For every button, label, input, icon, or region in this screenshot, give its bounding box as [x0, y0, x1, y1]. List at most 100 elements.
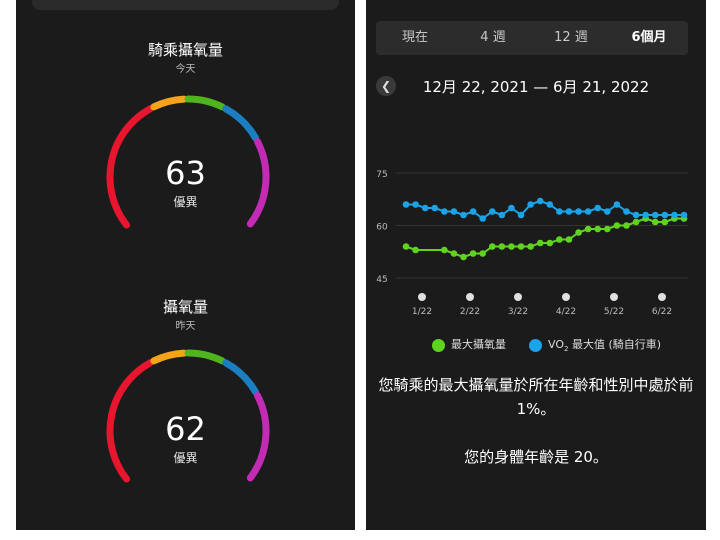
series-line [406, 199, 684, 220]
x-tick-label: 5/22 [604, 307, 624, 317]
data-point [536, 239, 544, 247]
data-point [604, 208, 611, 215]
x-tick-dot [658, 293, 666, 301]
top-card-edge [32, 0, 339, 10]
data-point [431, 204, 439, 212]
data-point [661, 218, 669, 226]
x-tick-dot [610, 293, 618, 301]
data-point [421, 204, 429, 212]
data-point [651, 218, 659, 226]
gauge-segment [106, 359, 154, 483]
tab-6-months[interactable]: 6個月 [631, 30, 667, 45]
data-point [441, 208, 448, 215]
data-point [575, 208, 582, 215]
x-tick-label: 4/22 [556, 307, 576, 317]
chevron-left-icon: ❮ [380, 79, 392, 93]
data-point [460, 211, 467, 219]
green-dot-icon [432, 338, 445, 352]
data-point [412, 246, 419, 254]
data-point [604, 225, 611, 233]
data-point [488, 243, 496, 250]
x-tick-dot [466, 293, 474, 301]
gauge-segment [150, 95, 188, 111]
vo2-history-panel: 現在 4 週 12 週 6個月 ❮ 12月 22, 2021 — 6月 21, … [366, 0, 706, 530]
data-point [527, 201, 534, 208]
percentile-message: 您騎乘的最大攝氧量於所在年齡和性別中處於前 1%。 [378, 376, 694, 418]
data-point [546, 201, 554, 208]
data-point [450, 250, 458, 257]
data-point [517, 243, 525, 250]
data-point [584, 208, 592, 215]
data-point [651, 211, 659, 219]
data-point [469, 250, 477, 257]
gauge-subtitle: 昨天 [175, 321, 196, 332]
gauge-subtitle: 今天 [175, 64, 196, 75]
data-point [613, 201, 621, 208]
data-point [479, 215, 486, 222]
vo2-gauge [106, 349, 270, 483]
data-point [536, 197, 544, 205]
gauge-title: 騎乘攝氧量 [147, 41, 223, 59]
legend-label-rest: 最大值 (騎自行車) [568, 338, 662, 351]
data-point [623, 222, 630, 229]
gauge-segment [106, 105, 154, 229]
data-point [498, 243, 506, 250]
gauge-segment [184, 95, 226, 111]
x-tick-dot [562, 293, 570, 301]
vo2-gauge [106, 95, 270, 229]
y-tick-label: 45 [376, 275, 387, 285]
gauge-segment [246, 392, 270, 482]
data-point [632, 218, 640, 226]
data-point [594, 204, 602, 212]
data-point [575, 229, 582, 236]
legend-label-subscript: 2 [564, 345, 569, 354]
date-range: 12月 22, 2021 — 6月 21, 2022 [422, 78, 650, 96]
legend-item: VO2 最大值 (騎自行車) [529, 336, 661, 353]
data-point [508, 243, 515, 250]
gauge-value: 63 [165, 154, 206, 192]
tab-12-weeks[interactable]: 12 週 [554, 30, 588, 45]
vo2-history-chart: 45 60 75 1/22 2/22 3/22 4/22 5/22 6/22 [376, 170, 688, 317]
data-point [402, 201, 410, 208]
data-point [565, 236, 573, 243]
series-line [405, 217, 684, 259]
data-point [613, 222, 621, 229]
legend-item: 最大攝氧量 [432, 336, 506, 352]
gauge-rating: 優異 [173, 451, 198, 465]
gauge-segment [222, 105, 260, 142]
data-point [508, 204, 515, 212]
tab-4-weeks[interactable]: 4 週 [480, 30, 506, 45]
data-point [527, 243, 534, 250]
data-point [441, 246, 448, 254]
data-point [460, 253, 467, 261]
data-point [671, 211, 678, 219]
x-tick-label: 6/22 [652, 307, 672, 317]
gauge-title: 攝氧量 [162, 298, 208, 316]
y-tick-label: 60 [376, 223, 388, 233]
previous-period-button[interactable]: ❮ [376, 76, 396, 96]
legend-label-vo: VO [548, 338, 564, 351]
data-point [479, 250, 486, 257]
gauge-rating: 優異 [173, 195, 198, 209]
data-point [488, 208, 496, 215]
blue-dot-icon [529, 338, 542, 352]
data-point [632, 211, 640, 219]
data-point [402, 243, 410, 250]
period-tabs: 現在 4 週 12 週 6個月 [376, 21, 688, 55]
fitness-age-message: 您的身體年齡是 20。 [464, 448, 608, 466]
data-point [584, 225, 592, 233]
legend-label: 最大攝氧量 [451, 338, 506, 351]
gauge-segment [184, 349, 226, 365]
x-tick-dot [514, 293, 522, 301]
y-tick-label: 75 [376, 170, 387, 180]
gauge-value: 62 [165, 410, 206, 448]
x-tick-label: 1/22 [412, 307, 432, 317]
gauge-segment [246, 138, 270, 228]
data-point [556, 208, 563, 215]
data-point [661, 211, 669, 219]
data-point [412, 201, 419, 208]
data-point [469, 208, 477, 215]
gauge-segment [222, 359, 260, 396]
data-point [498, 211, 506, 219]
tab-now[interactable]: 現在 [401, 30, 428, 45]
